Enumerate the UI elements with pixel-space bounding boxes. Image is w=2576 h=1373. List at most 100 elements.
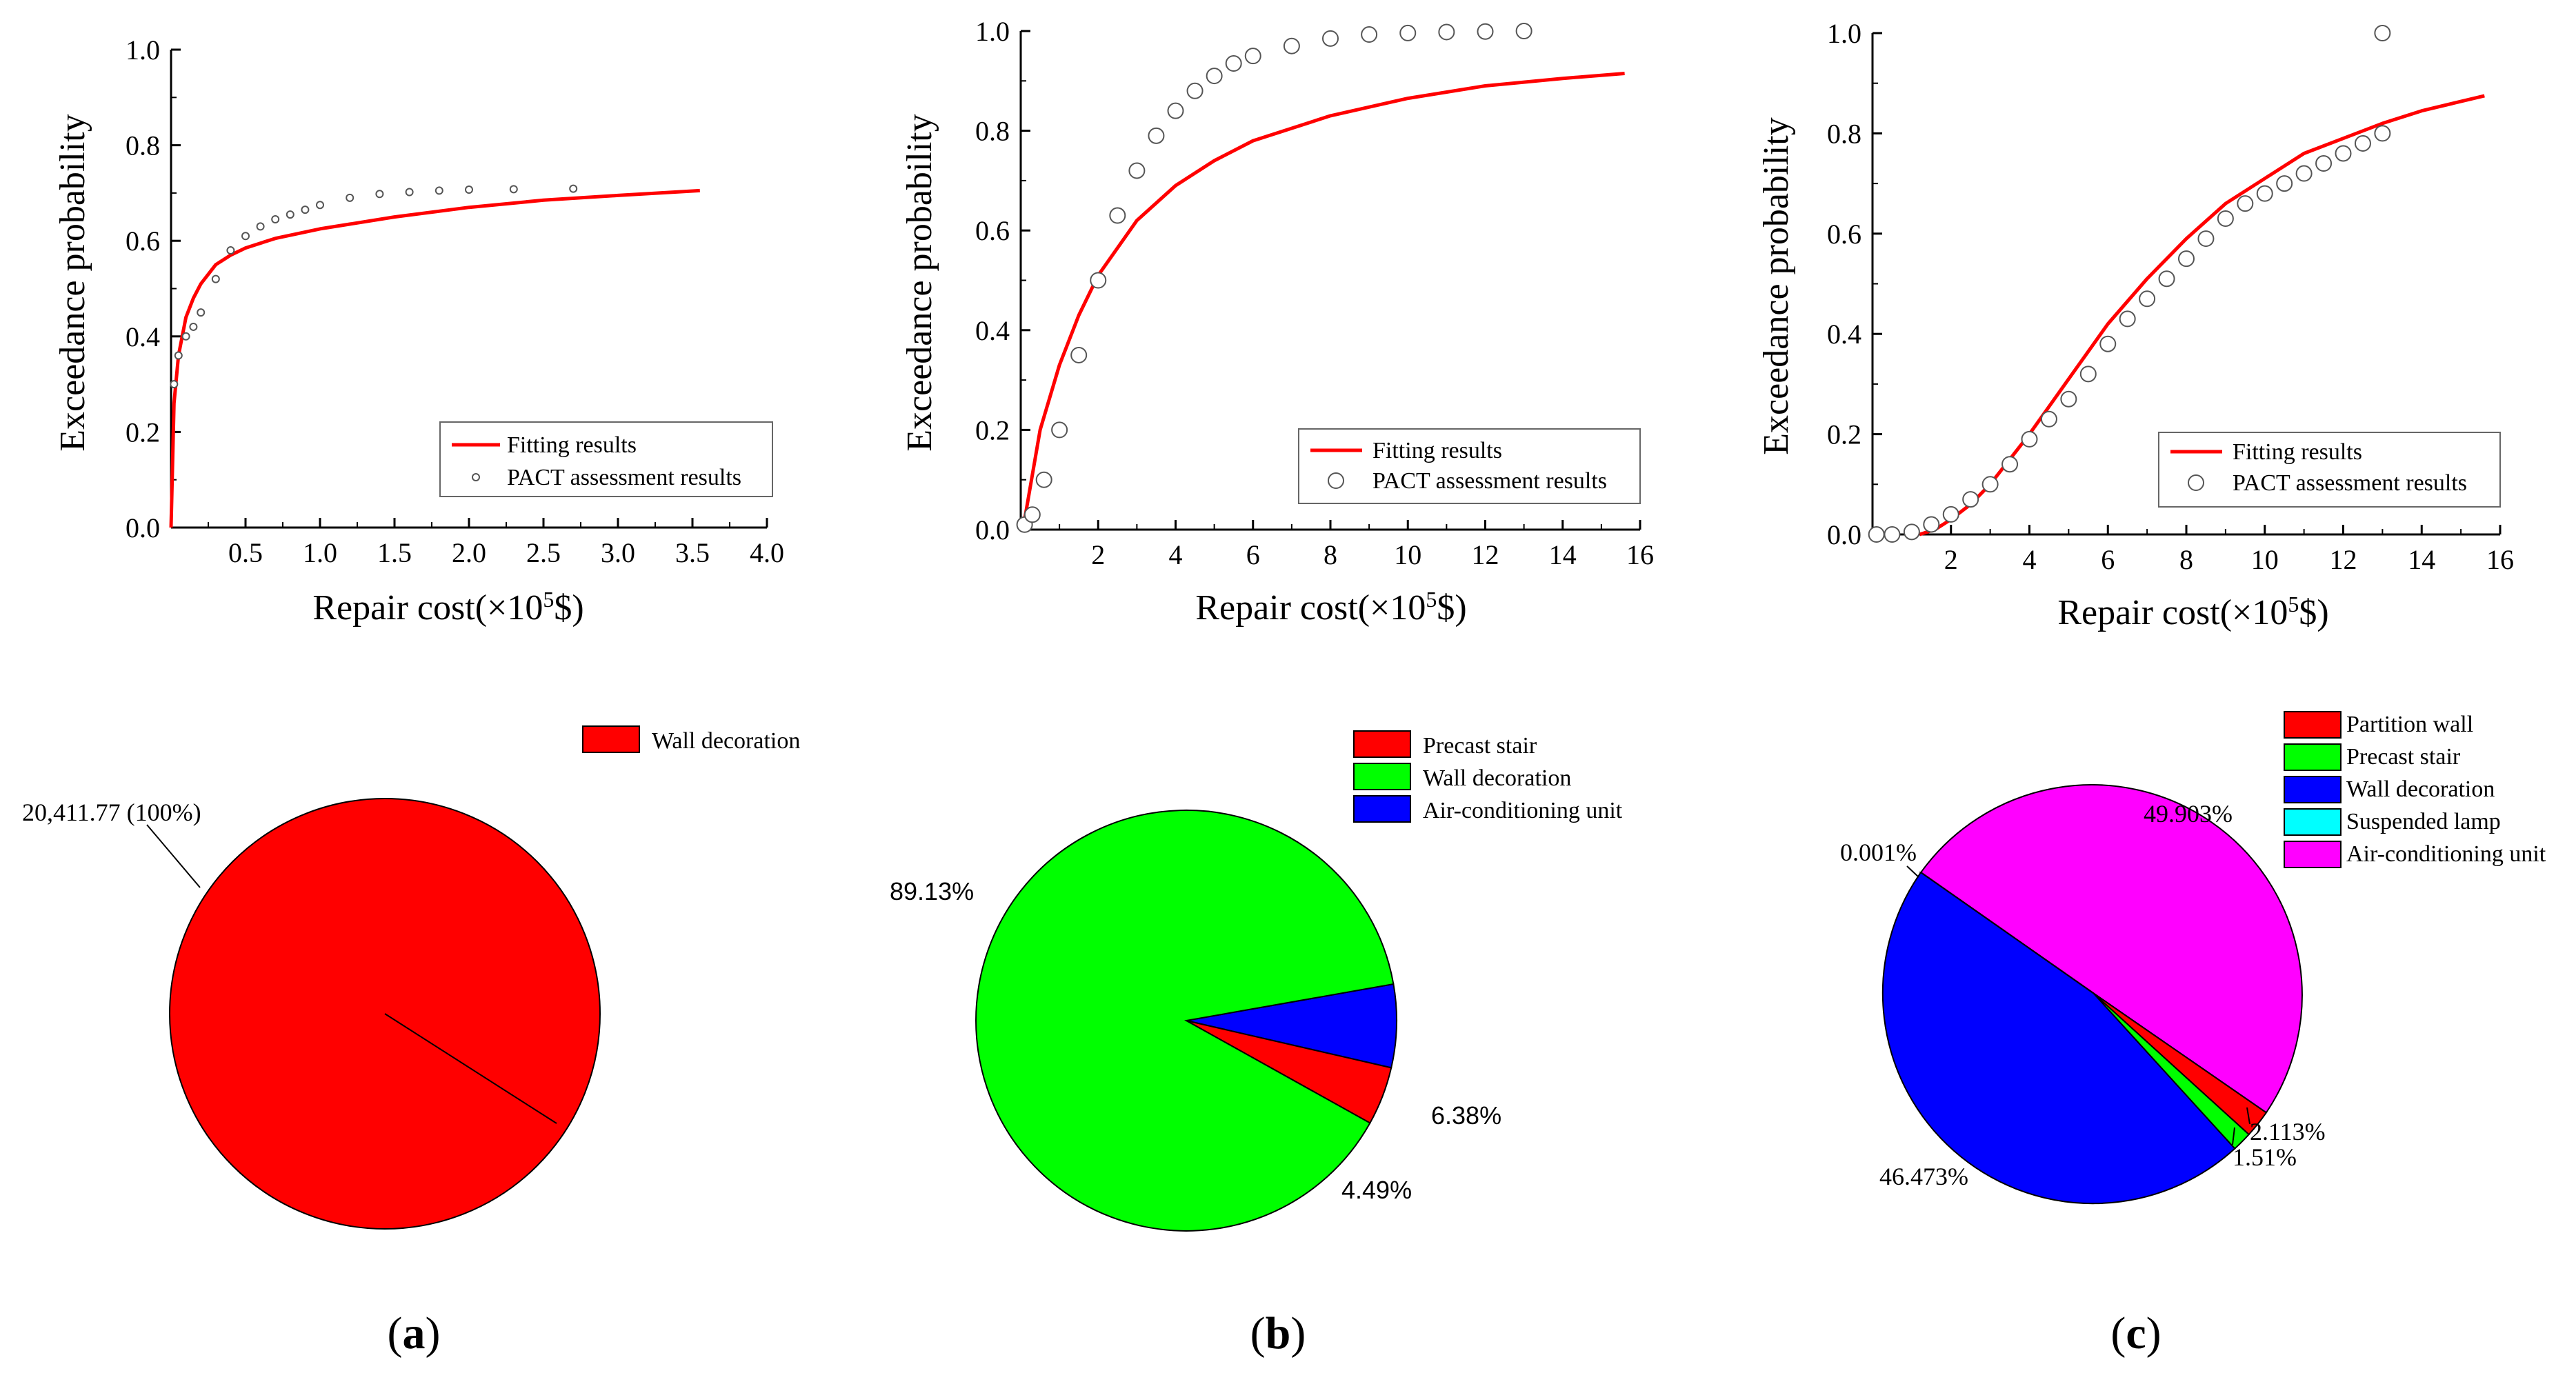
panel-c-xtick-label: 8 — [2179, 544, 2193, 575]
panel-b-pie-legend-swatch-0 — [1353, 730, 1411, 758]
panel-c-pie-legend-swatch-3 — [2284, 808, 2342, 836]
panel-c-ytick-label: 0.8 — [1827, 118, 1861, 149]
panel-c-pact-point — [2021, 430, 2038, 448]
panel-b-pie-slice-air-conditioning-unit — [1186, 983, 1398, 1069]
panel-b-pie-slices — [975, 809, 1398, 1232]
panel-b-legend-fit-label: Fitting results — [1372, 438, 1502, 463]
panel-a-pact-point — [271, 215, 280, 224]
panel-b-xtick-label: 8 — [1324, 539, 1337, 570]
panel-c-pact-point — [2178, 250, 2195, 268]
panel-c-pact-point — [2335, 145, 2352, 162]
panel-c-pie-slice-suspended-lamp — [1918, 872, 2094, 994]
panel-b-pact-point — [1090, 272, 1107, 289]
panel-c-legend-box — [2158, 432, 2501, 508]
panel-c-pact-point — [2237, 195, 2254, 212]
panel-a-pact-point — [375, 190, 384, 199]
panel-c-xtick-label: 2 — [1944, 544, 1958, 575]
panel-c-pact-point — [2040, 410, 2057, 428]
panel-c-ytick-label: 0.2 — [1827, 419, 1861, 450]
panel-b-pact-point — [1167, 102, 1184, 119]
panel-a-xlabel-main: Repair cost(×10 — [312, 588, 543, 628]
panel-b-ytick-label: 0.2 — [975, 414, 1010, 445]
panel-a-pact-point — [435, 186, 443, 195]
panel-b-pie-legend-swatch-2 — [1353, 795, 1411, 823]
panel-b-ytick-label: 1.0 — [975, 16, 1010, 47]
panel-a-ytick-label: 0.4 — [126, 321, 160, 352]
panel-a-plot-area: 0.0 0.2 0.4 0.6 0.8 1.0 0.5 1.0 1.5 2.0 2.5 3.0 3.5 4… — [126, 34, 784, 568]
panel-c-pie-legend-label-4: Air-conditioning unit — [2346, 841, 2546, 867]
panel-b-pact-point — [1477, 23, 1494, 40]
panel-c-xtick-label: 16 — [2486, 544, 2514, 575]
panel-b-ytick-label: 0.4 — [975, 315, 1010, 346]
panel-b-pact-point — [1128, 162, 1146, 179]
panel-c-pact-point — [2256, 185, 2273, 202]
panel-c-pie-legend-label-2: Wall decoration — [2346, 776, 2495, 802]
panel-b-legend-box — [1298, 428, 1641, 504]
panel-c-xlabel-main: Repair cost(×10 — [2057, 593, 2288, 632]
panel-c-pact-point — [2119, 310, 2136, 328]
panel-c-xlabel-sup: 5 — [2288, 592, 2299, 617]
panel-c-xlabel-tail: $) — [2299, 593, 2328, 632]
panel-a-ytick-label: 1.0 — [126, 34, 160, 66]
panel-c-legend-fit-label: Fitting results — [2233, 439, 2362, 465]
panel-c-ylabel: Exceedance probability — [1757, 117, 1796, 454]
panel-b-pact-point — [1024, 506, 1041, 523]
panel-c-pact-point — [1981, 476, 1999, 493]
panel-b-pact-point — [1070, 346, 1088, 363]
panel-b-ylabel: Exceedance probability — [900, 114, 939, 451]
panel-c-pact-point — [1962, 491, 1979, 508]
panel-c-pie-label-4: 46.473% — [1879, 1163, 1968, 1190]
panel-c-xtick-label: 12 — [2330, 544, 2357, 575]
panel-a-xtick-label: 3.5 — [675, 537, 710, 568]
panel-b-pact-point — [1361, 26, 1378, 43]
panel-c-pact-point — [2295, 165, 2313, 182]
panel-b-pact-point — [1186, 82, 1204, 99]
panel-a-pact-point — [197, 308, 206, 317]
panel-c-pie-label-3: 1.51% — [2233, 1143, 2297, 1171]
panel-b-xlabel-main: Repair cost(×10 — [1195, 588, 1426, 628]
panel-b-label: (b) — [1250, 1308, 1306, 1359]
panel-c-pact-point — [2001, 456, 2019, 473]
panel-b-pie-slice-wall-decoration — [975, 809, 1395, 1232]
panel-c-pie-legend-swatch-1 — [2284, 743, 2342, 771]
panel-b-legend-pact-label: PACT assessment results — [1372, 468, 1607, 494]
panel-b-xtick-label: 6 — [1246, 539, 1260, 570]
panel-a-ytick-label: 0.0 — [126, 512, 160, 543]
panel-a-pact-point — [170, 380, 179, 389]
panel-a-ylabel: Exceedance probability — [53, 114, 92, 451]
panel-c-pie-label-0: 49.903% — [2144, 800, 2233, 828]
panel-a-pact-point — [181, 332, 190, 341]
panel-c-pact-point — [2079, 365, 2097, 383]
panel-c-pie-legend-swatch-4 — [2284, 841, 2342, 868]
panel-b-pact-point — [1225, 54, 1242, 72]
panel-a-pie-leader-line — [146, 824, 201, 888]
panel-a-legend-fit-label: Fitting results — [507, 432, 637, 458]
panel-a-label: (a) — [388, 1308, 441, 1359]
panel-c-pact-point — [2315, 155, 2333, 172]
panel-b-pie-legend-label-2: Air-conditioning unit — [1423, 798, 1623, 823]
panel-b-xtick-label: 10 — [1394, 539, 1421, 570]
panel-c-legend-pact-label: PACT assessment results — [2233, 470, 2467, 496]
panel-c-legend-pact-marker — [2188, 474, 2204, 491]
panel-a-pact-point — [569, 184, 578, 193]
panel-a-pact-point — [465, 186, 473, 194]
panel-b-pact-point — [1283, 37, 1300, 54]
panel-c-xtick-label: 4 — [2023, 544, 2037, 575]
panel-b-xtick-label: 4 — [1169, 539, 1183, 570]
panel-c-xtick-label: 14 — [2408, 544, 2435, 575]
panel-c-pact-point — [2354, 134, 2371, 152]
panel-a-pie: Wall decoration 20,411.77 (100%) — [22, 725, 800, 1230]
panel-a-xlabel-tail: $) — [554, 588, 583, 628]
panel-b-xlabel-sup: 5 — [1426, 587, 1437, 612]
panel-b-pact-point — [1035, 471, 1052, 488]
panel-c-pact-point — [2276, 175, 2293, 192]
panel-c-pie-slice-air-conditioning-unit — [1919, 784, 2303, 1114]
panel-a-ytick-label: 0.6 — [126, 226, 160, 257]
panel-c-pie-slices — [1881, 784, 2303, 1205]
panel-c-pie-leader-151 — [2232, 1127, 2235, 1145]
panel-c-pact-point — [1868, 526, 1885, 543]
panel-c-pie-legend-label-1: Precast stair — [2346, 744, 2461, 770]
panel-b-pact-point — [1399, 24, 1417, 41]
panel-a-pact-point — [174, 351, 183, 360]
